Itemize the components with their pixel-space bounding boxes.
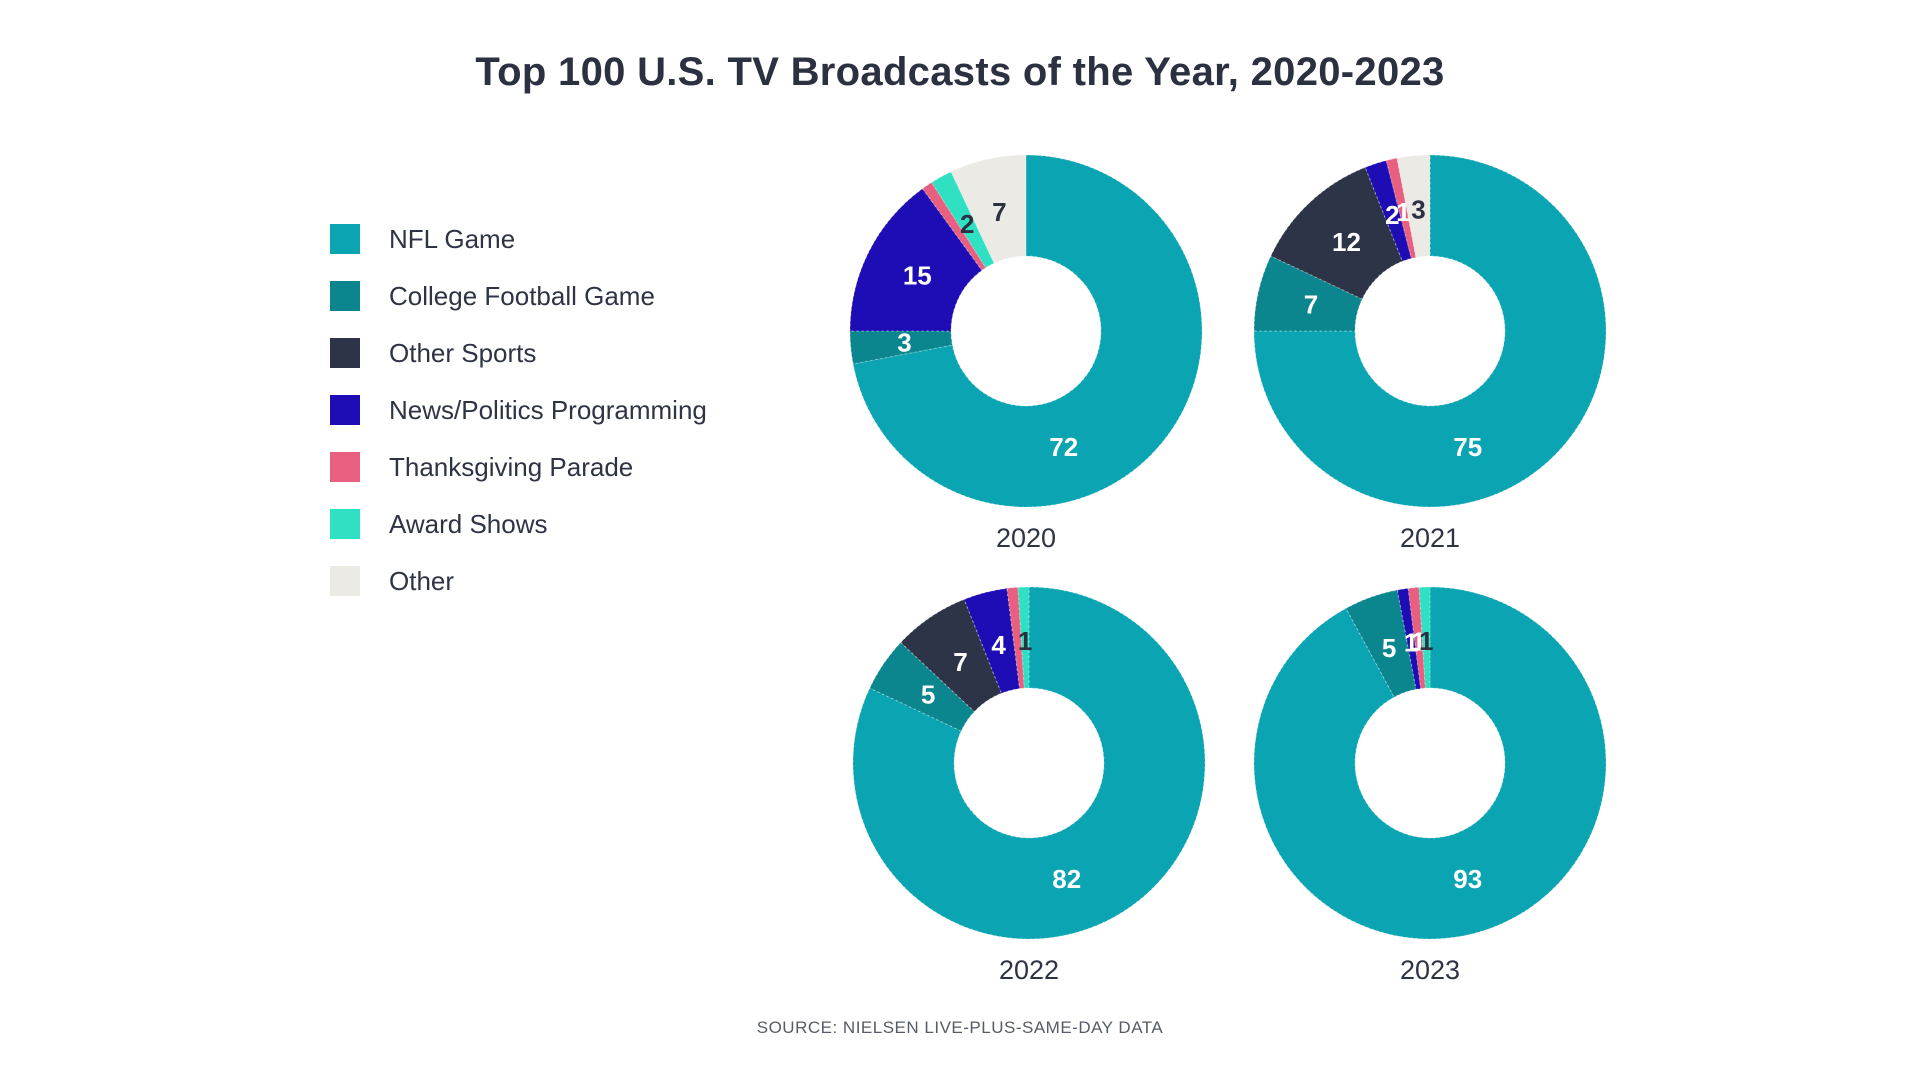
- pie-value-label-2020-award-shows: 2: [960, 209, 974, 239]
- pie-slice-2023-award-shows: [1418, 586, 1431, 689]
- legend-swatch-other: [330, 566, 360, 596]
- pie-value-label-2020-news-politics-programming: 15: [903, 261, 932, 291]
- legend-swatch-nfl-game: [330, 224, 360, 254]
- pie-value-label-2020-college-football-game: 3: [897, 327, 911, 357]
- legend-swatch-news-politics-programming: [330, 395, 360, 425]
- pie-slice-2021-thanksgiving-parade: [1385, 157, 1417, 259]
- chart-title: Top 100 U.S. TV Broadcasts of the Year, …: [475, 50, 1445, 94]
- legend-label-news-politics-programming: News/Politics Programming: [389, 394, 707, 425]
- legend-swatch-award-shows: [330, 509, 360, 539]
- source-note: SOURCE: NIELSEN LIVE-PLUS-SAME-DAY DATA: [756, 1018, 1164, 1037]
- donut-chart-2022: 82 574 1: [852, 586, 1206, 940]
- pie-slice-2023-college-football-game: [1345, 589, 1417, 698]
- pie-slice-2022-other-sports: [899, 598, 1003, 713]
- pie-value-label-2023-award-shows: 1: [1419, 626, 1433, 656]
- legend-item-other: Other: [330, 566, 707, 596]
- pie-slice-2022-award-shows: [1017, 586, 1030, 689]
- pie-slice-2022-thanksgiving-parade: [1006, 586, 1025, 690]
- pie-value-label-2022-award-shows: 1: [1018, 626, 1032, 656]
- legend-item-college-football-game: College Football Game: [330, 281, 707, 311]
- pie-value-label-2023-college-football-game: 5: [1382, 633, 1396, 663]
- pie-value-label-2023-nfl-game: 93: [1453, 864, 1482, 894]
- legend-label-college-football-game: College Football Game: [389, 280, 655, 311]
- pie-slice-2020-thanksgiving-parade: [921, 181, 987, 272]
- donut-chart-2020: 72 3 15 2 7: [849, 154, 1203, 508]
- pie-value-label-2021-college-football-game: 7: [1304, 289, 1318, 319]
- pie-slice-2021-college-football-game: [1253, 255, 1363, 332]
- year-label-2022: 2022: [998, 955, 1060, 985]
- pie-slice-2020-award-shows: [930, 171, 995, 269]
- pie-value-label-2021-thanksgiving-parade: 1: [1396, 197, 1410, 227]
- legend-item-award-shows: Award Shows: [330, 509, 707, 539]
- pie-value-label-2022-college-football-game: 5: [921, 679, 935, 709]
- legend-item-news-politics-programming: News/Politics Programming: [330, 395, 707, 425]
- pie-value-label-2023-news-politics-programming: 1: [1404, 627, 1418, 657]
- pie-slice-2022-nfl-game: [852, 586, 1206, 940]
- pie-slice-2022-news-politics-programming: [963, 587, 1021, 694]
- pie-value-label-2021-other: 3: [1411, 195, 1425, 225]
- legend-label-nfl-game: NFL Game: [389, 223, 516, 254]
- pie-value-label-2022-other-sports: 7: [953, 647, 967, 677]
- pie-value-label-2022-nfl-game: 82: [1052, 864, 1081, 894]
- pie-value-label-2020-nfl-game: 72: [1049, 432, 1078, 462]
- pie-value-label-2020-other: 7: [992, 197, 1006, 227]
- pie-slice-2022-college-football-game: [869, 641, 976, 732]
- year-label-2023: 2023: [1399, 955, 1461, 985]
- pie-slice-2020-nfl-game: [852, 154, 1203, 508]
- pie-value-label-2021-other-sports: 12: [1332, 227, 1361, 257]
- year-label-2021: 2021: [1399, 523, 1461, 553]
- legend-label-thanksgiving-parade: Thanksgiving Parade: [389, 451, 634, 482]
- pie-slice-2021-other: [1396, 154, 1431, 258]
- legend-label-other: Other: [389, 565, 455, 596]
- pie-slice-2021-news-politics-programming: [1364, 159, 1412, 262]
- legend-swatch-thanksgiving-parade: [330, 452, 360, 482]
- pie-slice-2020-college-football-game: [849, 330, 953, 365]
- donut-chart-2023: 93 5 111: [1253, 586, 1607, 940]
- pie-slice-2020-news-politics-programming: [849, 187, 983, 332]
- legend-item-thanksgiving-parade: Thanksgiving Parade: [330, 452, 707, 482]
- pie-slice-2020-other: [950, 154, 1027, 264]
- legend-label-other-sports: Other Sports: [389, 337, 537, 368]
- donut-chart-2021: 75 7 12 21 3: [1253, 154, 1607, 508]
- pie-value-label-2021-nfl-game: 75: [1453, 432, 1482, 462]
- pie-slice-2021-nfl-game: [1253, 154, 1607, 508]
- legend-swatch-other-sports: [330, 338, 360, 368]
- pie-value-label-2022-news-politics-programming: 4: [991, 630, 1006, 660]
- pie-slice-2021-other-sports: [1270, 166, 1404, 300]
- pie-value-label-2023-thanksgiving-parade: 1: [1411, 627, 1425, 657]
- year-label-2020: 2020: [995, 523, 1057, 553]
- legend-item-nfl-game: NFL Game: [330, 224, 707, 254]
- legend-item-other-sports: Other Sports: [330, 338, 707, 368]
- legend: NFL Game College Football Game Other Sport…: [330, 224, 707, 623]
- legend-label-award-shows: Award Shows: [389, 508, 548, 539]
- pie-slice-2023-nfl-game: [1253, 586, 1607, 940]
- legend-swatch-college-football-game: [330, 281, 360, 311]
- pie-value-label-2021-news-politics-programming: 2: [1385, 200, 1399, 230]
